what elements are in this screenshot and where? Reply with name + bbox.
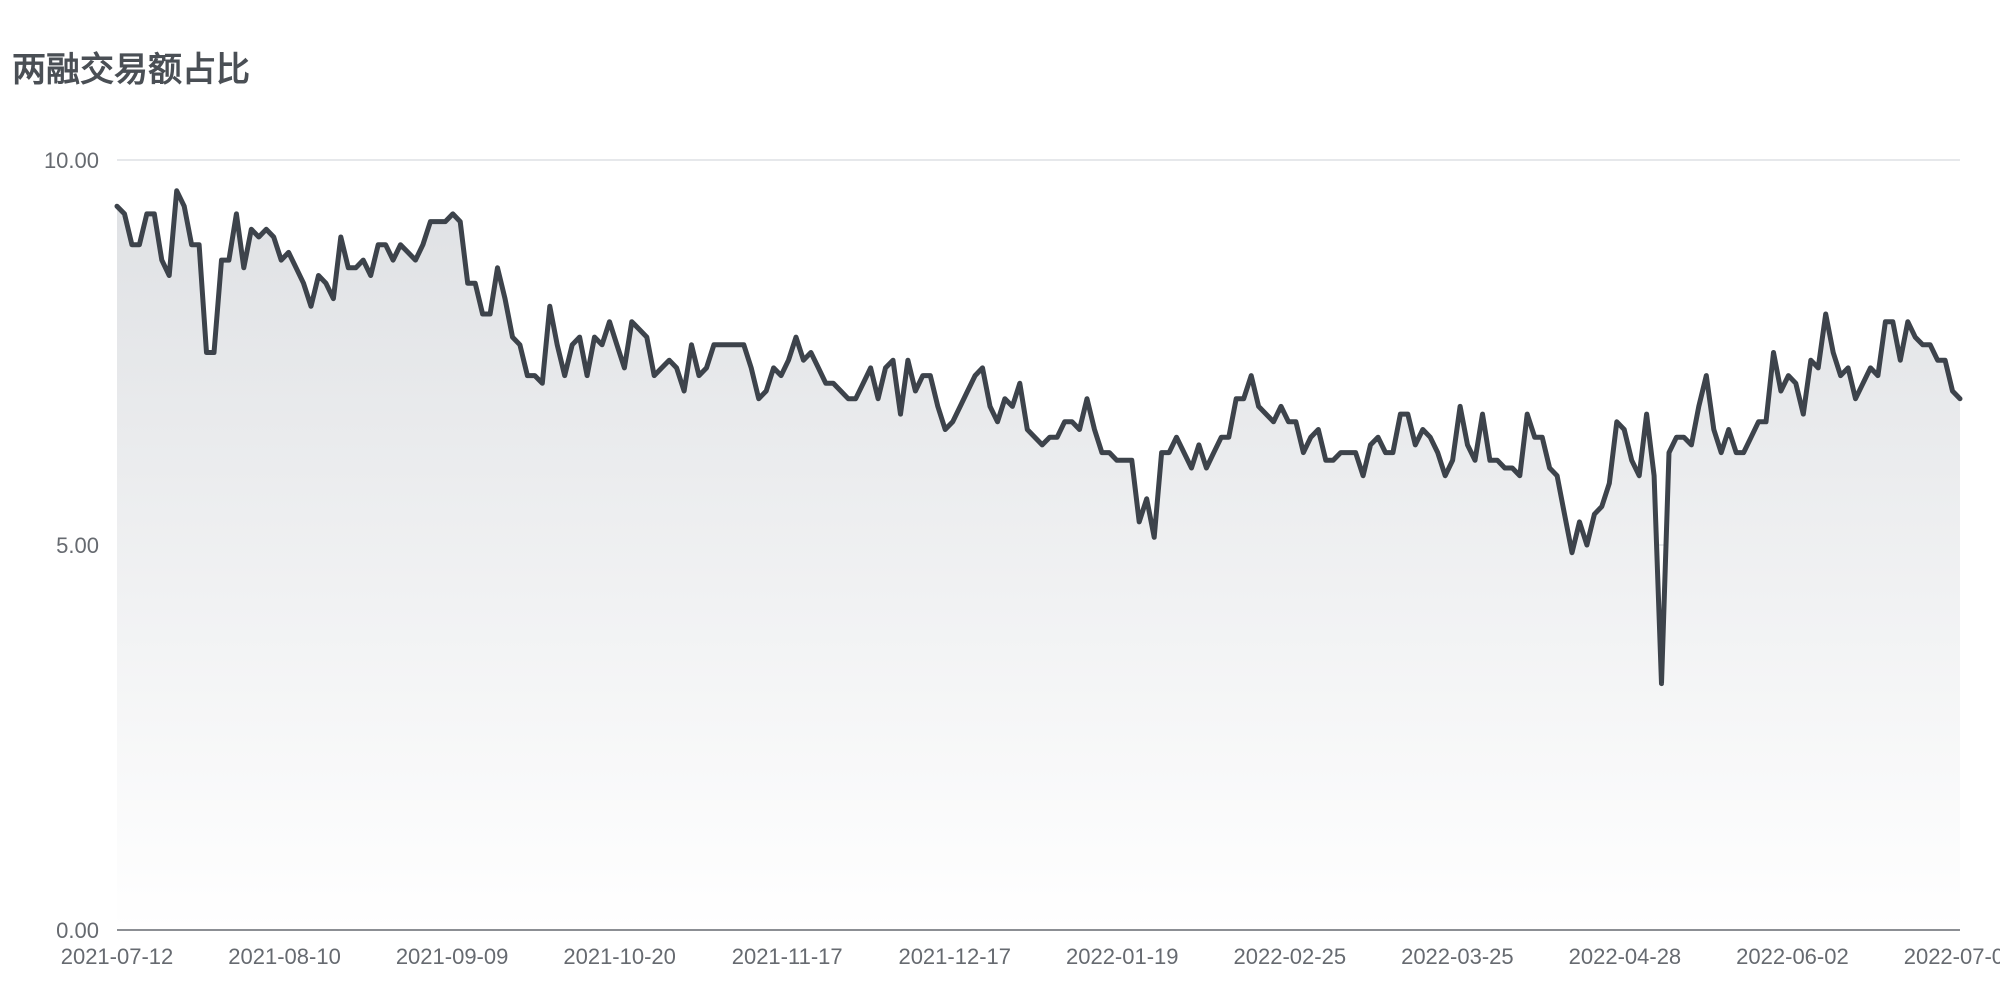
x-tick-label: 2021-09-09 bbox=[396, 944, 509, 969]
series-area bbox=[117, 190, 1960, 931]
x-tick-label: 2021-08-10 bbox=[228, 944, 341, 969]
x-tick-label: 2021-12-17 bbox=[898, 944, 1011, 969]
x-tick-label: 2022-07-05 bbox=[1904, 944, 2000, 969]
x-tick-label: 2022-06-02 bbox=[1736, 944, 1849, 969]
y-axis-labels: 0.00 5.00 10.00 bbox=[44, 148, 99, 943]
series-line bbox=[114, 188, 1963, 687]
y-tick-label: 5.00 bbox=[56, 533, 99, 558]
x-tick-label: 2022-04-28 bbox=[1569, 944, 1682, 969]
x-tick-label: 2022-01-19 bbox=[1066, 944, 1179, 969]
x-tick-label: 2021-11-17 bbox=[732, 944, 843, 969]
chart-title: 两融交易额占比 bbox=[12, 50, 250, 90]
y-tick-label: 0.00 bbox=[56, 918, 99, 943]
x-axis-labels: 2021-07-12 2021-08-10 2021-09-09 2021-10-20… bbox=[61, 944, 2000, 969]
y-tick-label: 10.00 bbox=[44, 148, 99, 173]
x-tick-label: 2022-02-25 bbox=[1234, 944, 1347, 969]
x-tick-label: 2022-03-25 bbox=[1401, 944, 1514, 969]
x-tick-label: 2021-10-20 bbox=[563, 944, 676, 969]
x-tick-label: 2021-07-12 bbox=[61, 944, 174, 969]
